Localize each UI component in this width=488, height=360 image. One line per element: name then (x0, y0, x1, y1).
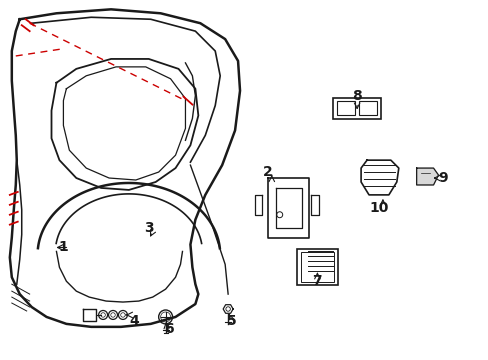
Text: 5: 5 (227, 314, 237, 328)
Text: 3: 3 (143, 221, 153, 235)
Text: 10: 10 (368, 201, 388, 215)
Text: 8: 8 (351, 89, 361, 103)
Text: 9: 9 (438, 171, 447, 185)
Text: 2: 2 (263, 165, 272, 179)
Text: 1: 1 (59, 240, 68, 255)
Polygon shape (416, 168, 438, 185)
Text: 4: 4 (129, 314, 139, 328)
Text: 7: 7 (312, 274, 322, 288)
Text: 6: 6 (163, 322, 173, 336)
